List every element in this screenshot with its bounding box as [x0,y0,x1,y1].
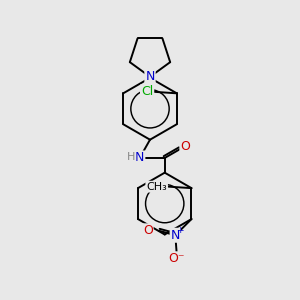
Text: N: N [135,152,144,164]
Text: Cl: Cl [141,85,153,98]
Text: O: O [180,140,190,153]
Text: O: O [143,224,153,237]
Text: CH₃: CH₃ [146,182,167,192]
Text: N: N [171,229,180,242]
Text: N: N [145,70,155,83]
Text: H: H [127,152,136,162]
Text: +: + [176,226,184,235]
Text: O⁻: O⁻ [169,252,185,265]
